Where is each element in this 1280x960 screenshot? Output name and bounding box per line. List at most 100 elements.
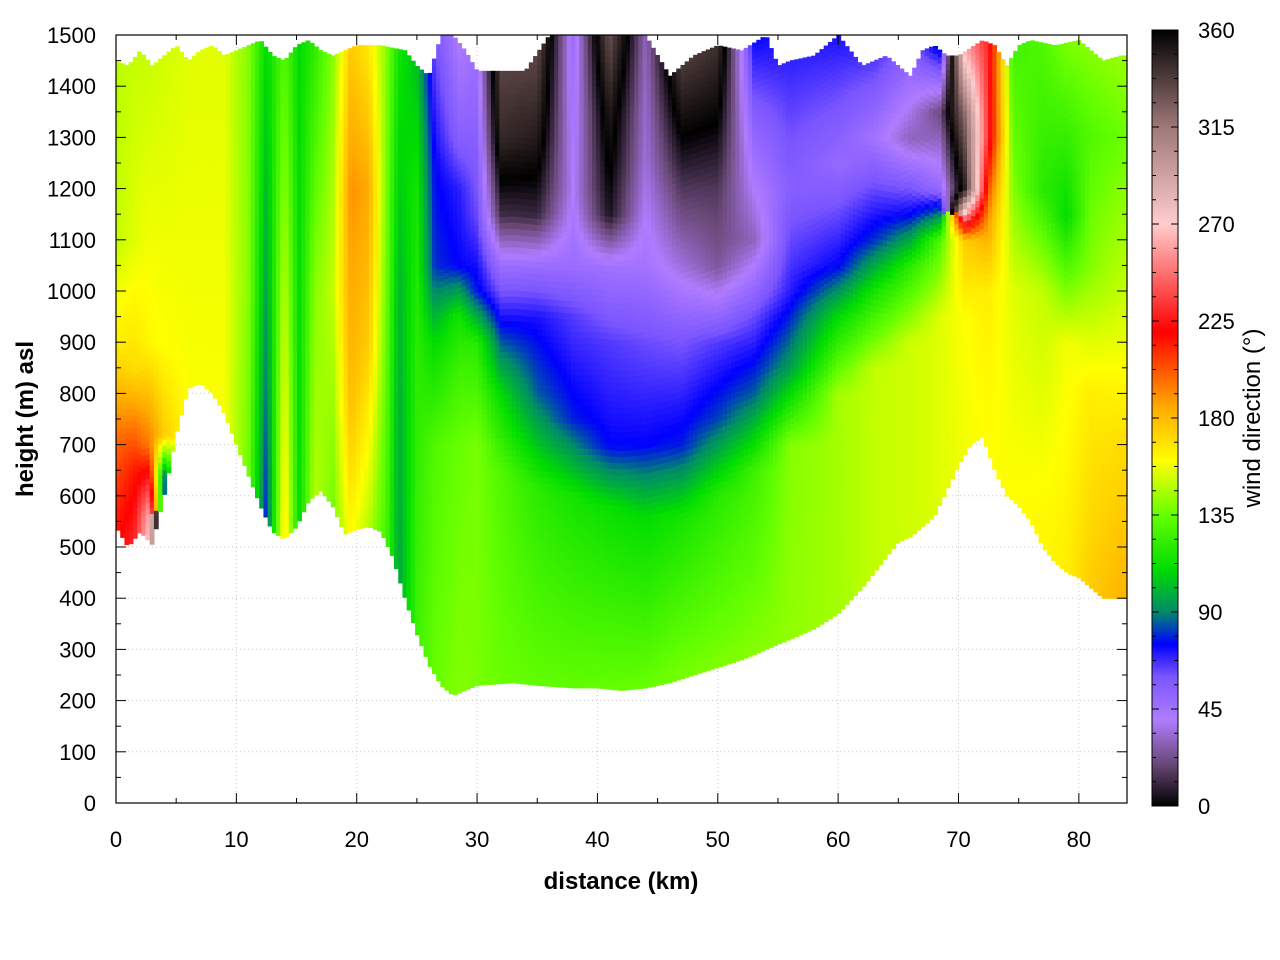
field-cell xyxy=(322,397,327,404)
field-cell xyxy=(213,367,218,374)
field-cell xyxy=(272,176,277,183)
field-cell xyxy=(263,148,268,155)
field-cell xyxy=(280,415,285,422)
field-cell xyxy=(352,420,357,427)
field-cell xyxy=(141,382,146,389)
field-cell xyxy=(322,213,327,220)
field-cell xyxy=(196,194,201,201)
field-cell xyxy=(369,435,374,442)
field-cell xyxy=(196,353,201,360)
field-cell xyxy=(268,170,273,177)
field-cell xyxy=(171,445,176,452)
field-cell xyxy=(285,451,290,458)
field-cell xyxy=(390,475,395,482)
field-cell xyxy=(129,507,134,514)
field-cell xyxy=(280,262,285,269)
field-cell xyxy=(238,141,243,148)
field-cell xyxy=(238,356,243,363)
field-cell xyxy=(154,283,159,290)
field-cell xyxy=(263,50,268,57)
field-cell xyxy=(360,264,365,271)
field-cell xyxy=(183,288,188,295)
field-cell xyxy=(314,181,319,188)
field-cell xyxy=(213,306,218,313)
field-cell xyxy=(356,326,361,333)
field-cell xyxy=(196,52,201,53)
field-cell xyxy=(133,90,138,97)
field-cell xyxy=(200,65,205,72)
field-cell xyxy=(145,128,150,135)
field-cell xyxy=(124,317,129,324)
field-cell xyxy=(289,373,294,380)
field-cell xyxy=(352,309,357,316)
field-cell xyxy=(297,60,302,67)
field-cell xyxy=(293,258,298,265)
field-cell xyxy=(133,409,138,416)
field-cell xyxy=(167,338,172,345)
field-cell xyxy=(129,421,134,428)
field-cell xyxy=(327,470,332,477)
field-cell xyxy=(365,97,370,104)
field-cell xyxy=(310,480,315,487)
field-cell xyxy=(183,380,188,387)
field-cell xyxy=(318,399,323,406)
field-cell xyxy=(369,423,374,430)
field-cell xyxy=(356,295,361,302)
field-cell xyxy=(293,387,298,394)
field-cell xyxy=(373,455,378,462)
field-cell xyxy=(183,245,188,252)
field-cell xyxy=(327,71,332,78)
field-cell xyxy=(343,159,348,166)
field-cell xyxy=(196,138,201,145)
field-cell xyxy=(381,286,386,293)
field-cell xyxy=(259,471,264,478)
field-cell xyxy=(293,215,298,222)
field-cell xyxy=(120,451,125,458)
field-cell xyxy=(356,387,361,394)
field-cell xyxy=(120,341,125,348)
field-cell xyxy=(318,417,323,424)
field-cell xyxy=(255,295,260,302)
field-cell xyxy=(343,79,348,86)
field-cell xyxy=(285,457,290,464)
field-cell xyxy=(293,246,298,253)
field-cell xyxy=(251,266,256,273)
field-cell xyxy=(145,361,150,368)
field-cell xyxy=(188,289,193,296)
field-cell xyxy=(213,386,218,393)
field-cell xyxy=(133,421,138,428)
field-cell xyxy=(209,153,214,160)
field-cell xyxy=(209,325,214,332)
field-cell xyxy=(242,263,247,270)
field-cell xyxy=(268,317,273,324)
field-cell xyxy=(373,474,378,481)
field-cell xyxy=(133,163,138,170)
field-cell xyxy=(365,447,370,454)
field-cell xyxy=(145,140,150,147)
field-cell xyxy=(217,368,222,375)
field-cell xyxy=(230,114,235,121)
field-cell xyxy=(297,281,302,288)
field-cell xyxy=(306,146,311,153)
field-cell xyxy=(234,149,239,156)
field-cell xyxy=(394,360,399,367)
field-cell xyxy=(373,480,378,487)
field-cell xyxy=(167,448,172,455)
field-cell xyxy=(141,363,146,370)
field-cell xyxy=(289,103,294,110)
field-cell xyxy=(141,265,146,272)
field-cell xyxy=(301,438,306,445)
field-cell xyxy=(213,275,218,282)
field-cell xyxy=(398,239,403,246)
field-cell xyxy=(145,521,150,528)
field-cell xyxy=(204,235,209,242)
field-cell xyxy=(306,288,311,295)
field-cell xyxy=(327,139,332,146)
field-cell xyxy=(327,169,332,176)
field-cell xyxy=(238,283,243,290)
field-cell xyxy=(398,337,403,344)
field-cell xyxy=(318,343,323,350)
field-cell xyxy=(238,129,243,136)
field-cell xyxy=(162,101,167,108)
field-cell xyxy=(120,476,125,483)
